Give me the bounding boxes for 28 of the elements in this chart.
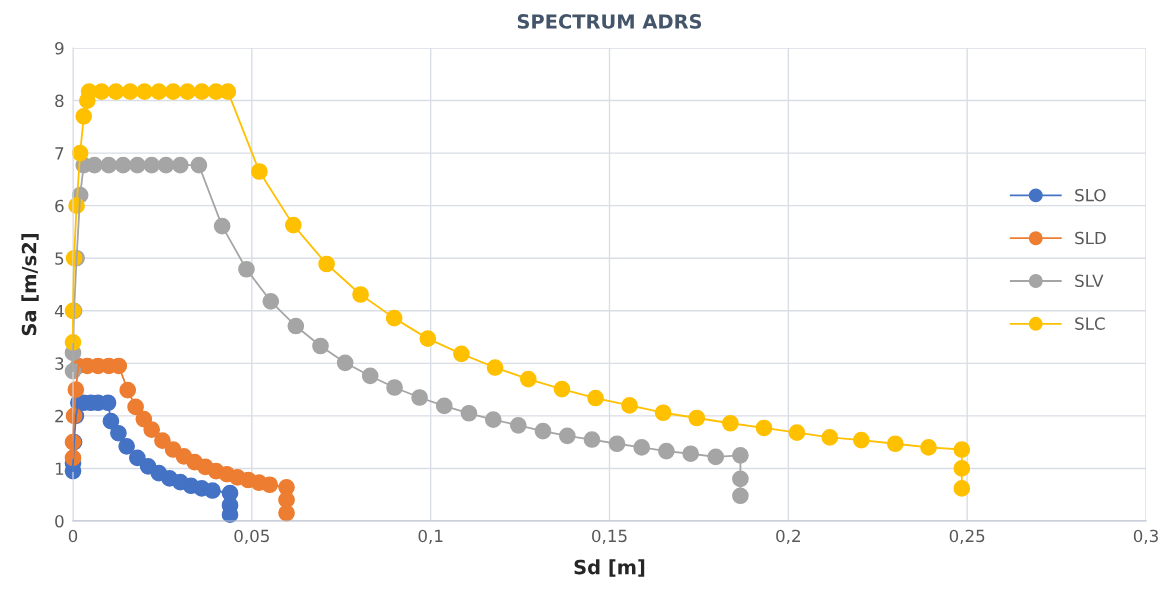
y-axis-title: Sa [m/s2] [21,234,39,336]
legend-label: SLV [1075,274,1104,288]
x-tick-label: 0,1 [418,529,443,544]
x-tick-label: 0,05 [234,529,269,544]
legend-label: SLC [1075,317,1105,330]
y-tick-label: 2 [55,409,63,423]
chart-title: SPECTRUM ADRS [517,14,702,29]
y-tick-label: 1 [55,462,64,475]
x-axis-title: Sd [m] [574,559,645,577]
y-tick-label: 5 [55,252,64,265]
y-tick-label: 3 [55,357,64,370]
x-tick-label: 0,2 [776,529,800,544]
legend-label: SLO [1075,188,1106,202]
point [278,504,295,522]
x-tick-label: 0 [68,529,78,543]
x-tick-label: 0,15 [592,529,627,544]
x-tick-label: 0,25 [949,529,985,544]
point [732,470,749,488]
point [953,480,971,497]
x-tick-label: 0,3 [1133,529,1158,544]
y-tick-label: 4 [54,304,64,318]
y-tick-label: 7 [55,147,64,160]
y-tick-label: 8 [55,94,64,108]
point [732,487,749,505]
legend-label: SLD [1075,231,1106,245]
y-tick-label: 9 [55,41,64,55]
y-tick-label: 0 [55,514,64,528]
y-tick-label: 6 [55,199,64,213]
